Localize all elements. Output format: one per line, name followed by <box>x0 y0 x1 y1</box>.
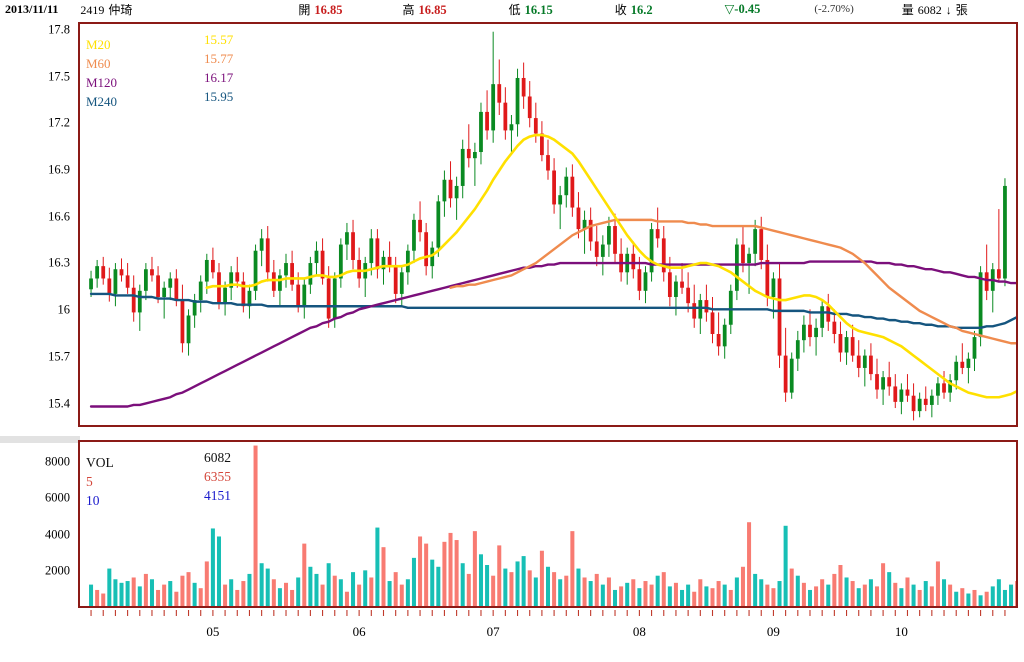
symbol-code: 2419 <box>80 2 105 17</box>
volume-y-tick-label: 2000 <box>45 563 70 578</box>
price-y-tick-label: 15.4 <box>48 396 70 411</box>
volume-legend-value: 6082 <box>204 450 231 465</box>
volume-legend: VOL 6082 5 6355 10 4151 <box>86 448 256 508</box>
low-label: 低 <box>508 2 521 17</box>
quote-header-bar: 2013/11/11 2419 仲琦 開 16.85 高 16.85 低 16.… <box>0 0 1024 18</box>
symbol-name: 仲琦 <box>108 2 133 17</box>
panel-divider <box>0 436 80 443</box>
volume-y-tick-label: 6000 <box>45 490 70 505</box>
price-y-tick-label: 17.5 <box>48 69 70 84</box>
ma-legend-row: M120 16.17 <box>86 68 256 90</box>
x-axis-month-label: 08 <box>632 624 646 639</box>
open-value: 16.85 <box>314 2 343 17</box>
x-axis-month-label: 10 <box>894 624 908 639</box>
volume-legend-value: 4151 <box>204 488 231 503</box>
ma-legend-value: 15.57 <box>204 32 234 47</box>
volume-legend-name: 10 <box>86 493 100 508</box>
ma-legend-value: 15.77 <box>204 51 234 66</box>
volume-y-tick-label: 8000 <box>45 454 70 469</box>
price-y-tick-label: 16.9 <box>48 162 70 177</box>
quote-change: ▽-0.45 <box>724 2 761 16</box>
ma-legend-row: M240 15.95 <box>86 87 256 109</box>
moving-average-legend: M20 15.57 M60 15.77 M120 16.17 M240 15.95 <box>86 30 256 109</box>
high-label: 高 <box>402 2 415 17</box>
volume-bar-plot <box>89 445 1016 606</box>
price-y-tick-label: 16 <box>57 302 71 317</box>
volume-legend-row: 10 4151 <box>86 486 256 508</box>
price-y-tick-label: 17.2 <box>48 115 70 130</box>
ma-legend-name: M240 <box>86 94 118 109</box>
price-y-tick-label: 17.8 <box>48 22 70 37</box>
quote-close: 收 16.2 <box>615 1 653 18</box>
ma-legend-value: 15.95 <box>204 89 234 104</box>
quote-open: 開 16.85 <box>298 1 342 18</box>
x-axis: 05060708091011 <box>78 608 1024 662</box>
x-axis-month-label: 06 <box>352 624 366 639</box>
volume-legend-value: 6355 <box>204 469 231 484</box>
quote-low: 低 16.15 <box>509 1 553 18</box>
volume-y-axis: 8000 6000 4000 2000 <box>0 440 74 604</box>
ma-legend-name: M120 <box>86 75 118 90</box>
ma-legend-row: M60 15.77 <box>86 49 256 71</box>
quote-change-percent: (-2.70%) <box>814 3 854 15</box>
ma-legend-row: M20 15.57 <box>86 30 256 52</box>
volume-y-tick-label: 4000 <box>45 527 70 542</box>
ma-legend-name: M20 <box>86 37 111 52</box>
ma-legend-name: M60 <box>86 56 111 71</box>
volume-chart-panel[interactable] <box>78 440 1018 608</box>
price-y-tick-label: 16.3 <box>48 255 70 270</box>
quote-volume: 量 6082 ↓ 張 <box>902 1 968 18</box>
volume-value: 6082 <box>917 2 942 17</box>
x-axis-month-label: 07 <box>486 624 500 639</box>
volume-unit: 張 <box>955 2 968 17</box>
open-label: 開 <box>298 2 311 17</box>
price-y-tick-label: 16.6 <box>48 209 70 224</box>
quote-date: 2013/11/11 <box>5 1 59 16</box>
volume-arrow-icon: ↓ <box>945 2 952 17</box>
price-candlestick-plot <box>89 31 1016 421</box>
price-y-axis: 17.8 17.5 17.2 16.9 16.6 16.3 16 15.7 15.4 <box>0 22 74 423</box>
x-axis-month-label: 05 <box>206 624 220 639</box>
close-value: 16.2 <box>630 2 653 17</box>
volume-legend-row: VOL 6082 <box>86 448 256 470</box>
volume-legend-name: 5 <box>86 474 93 489</box>
quote-high: 高 16.85 <box>403 1 447 18</box>
ma-legend-value: 16.17 <box>204 70 234 85</box>
high-value: 16.85 <box>418 2 447 17</box>
volume-legend-name: VOL <box>86 455 114 470</box>
x-axis-month-label: 09 <box>766 624 780 639</box>
volume-label: 量 <box>901 2 914 17</box>
low-value: 16.15 <box>524 2 553 17</box>
price-chart-panel[interactable] <box>78 22 1018 427</box>
close-label: 收 <box>614 2 627 17</box>
quote-symbol: 2419 仲琦 <box>80 1 132 18</box>
x-axis-ticks <box>90 610 1006 616</box>
volume-legend-row: 5 6355 <box>86 467 256 489</box>
price-y-tick-label: 15.7 <box>48 349 70 364</box>
